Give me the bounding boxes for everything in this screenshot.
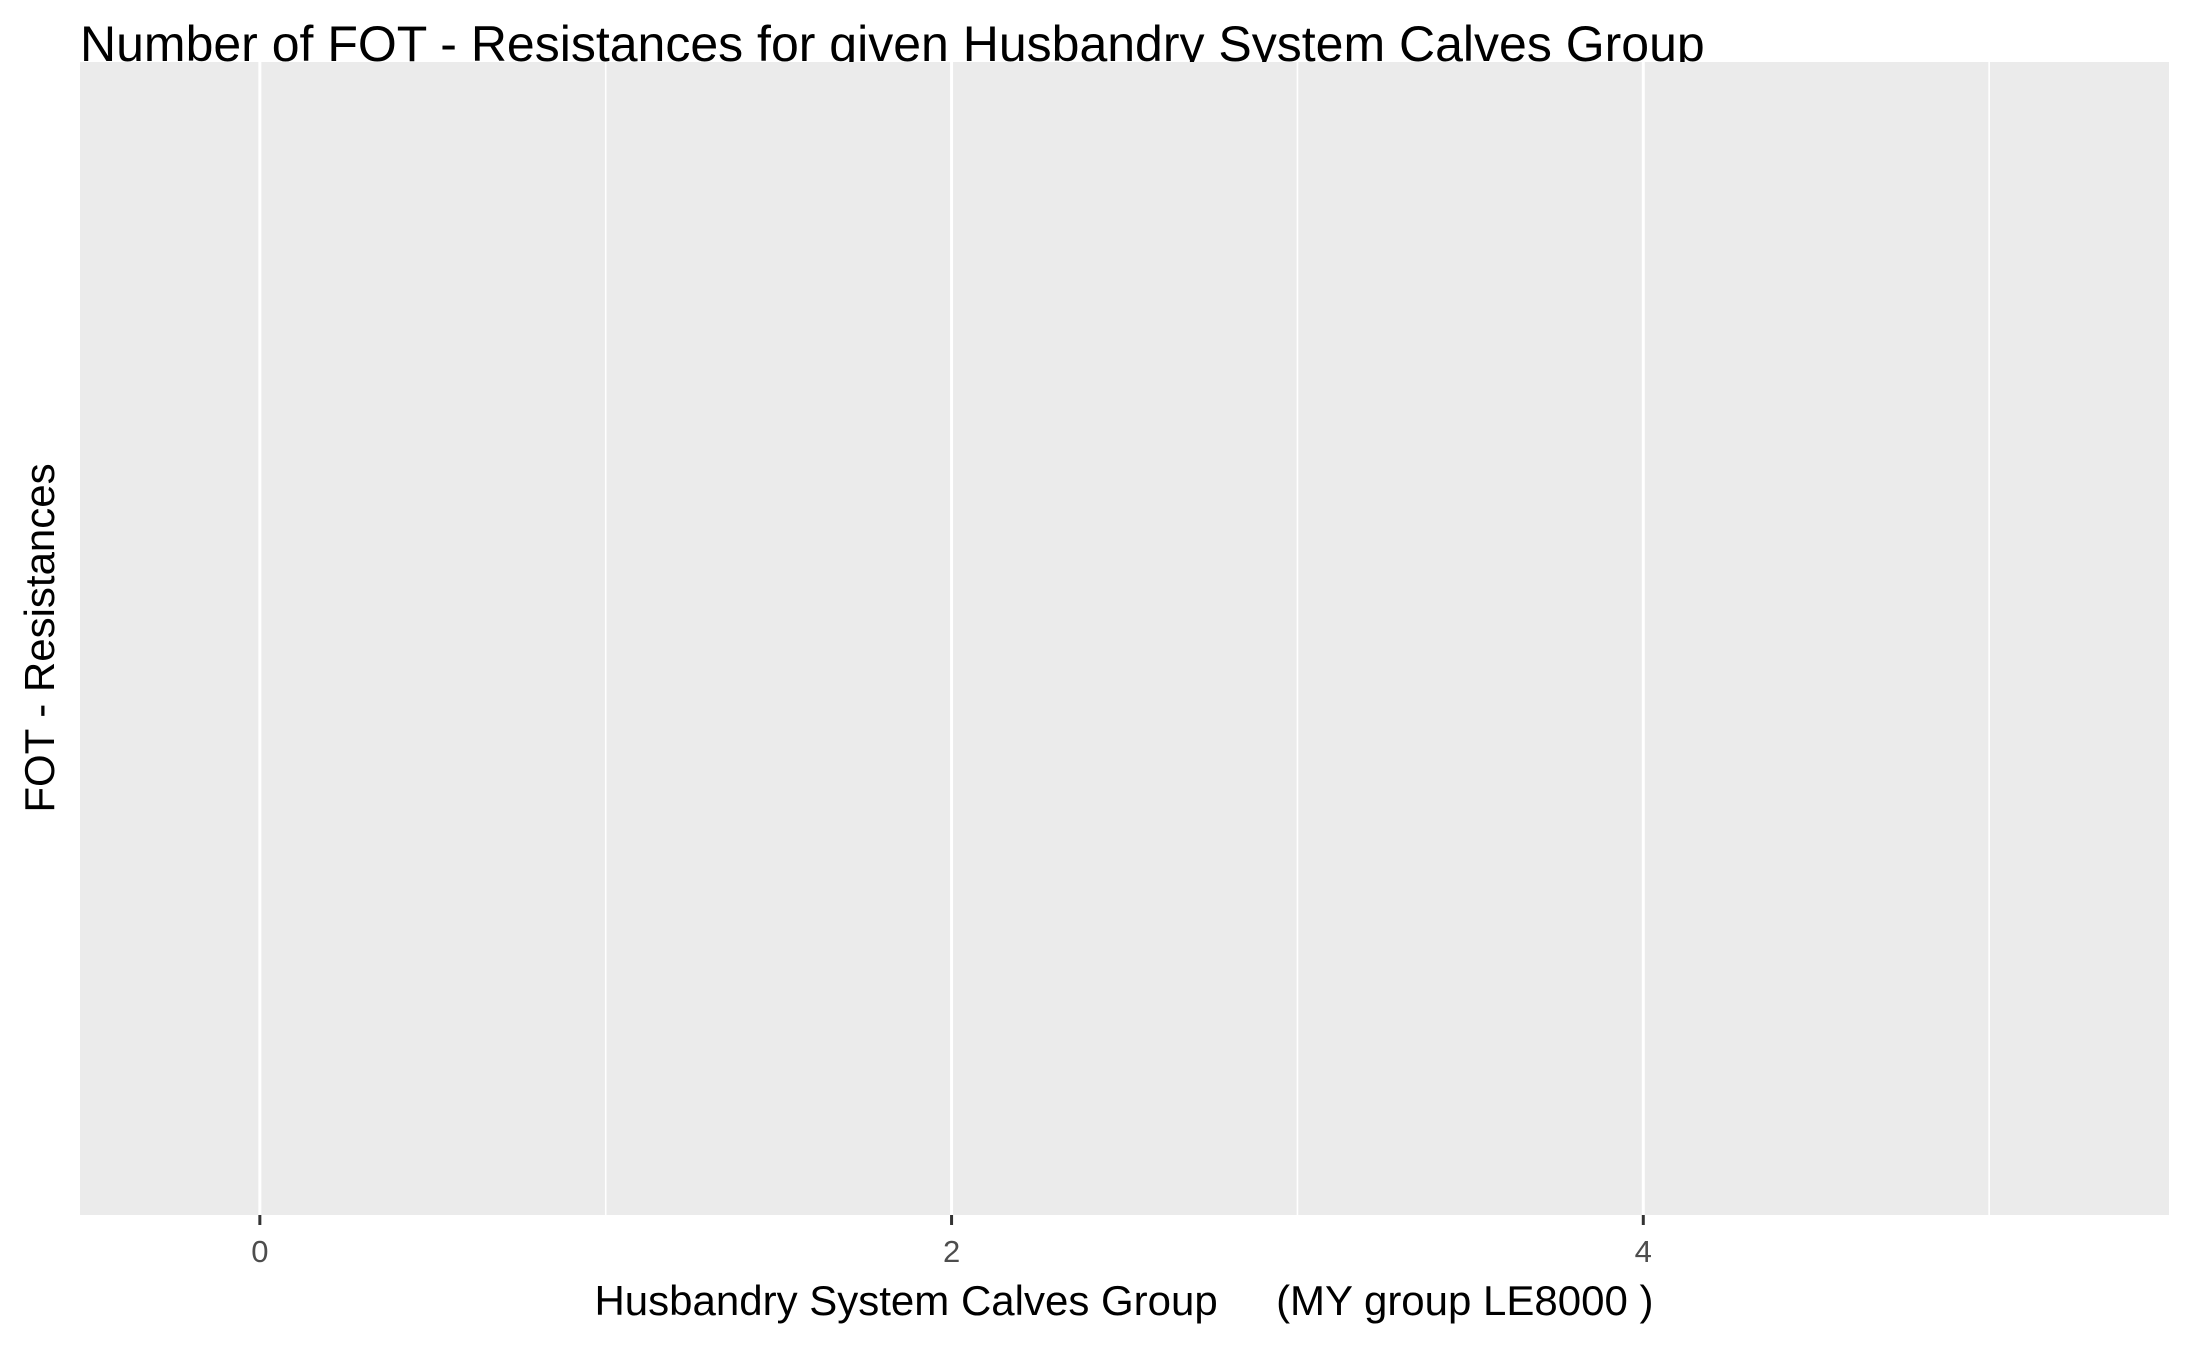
x-axis-tick-label: 0: [251, 1234, 268, 1269]
x-axis-tick-label: 4: [1635, 1234, 1652, 1269]
x-axis-ticks: [258, 1215, 1645, 1225]
x-axis-tick-label: 2: [943, 1234, 960, 1269]
x-axis-title: Husbandry System Calves Group (MY group …: [594, 1277, 1653, 1324]
major-gridlines: [258, 62, 1645, 1215]
plot-panel: [80, 62, 2169, 1215]
minor-gridlines: [604, 62, 1990, 1215]
x-axis-tick-labels: 0 2 4: [251, 1234, 1652, 1269]
y-axis-title: FOT - Resistances: [16, 463, 63, 812]
